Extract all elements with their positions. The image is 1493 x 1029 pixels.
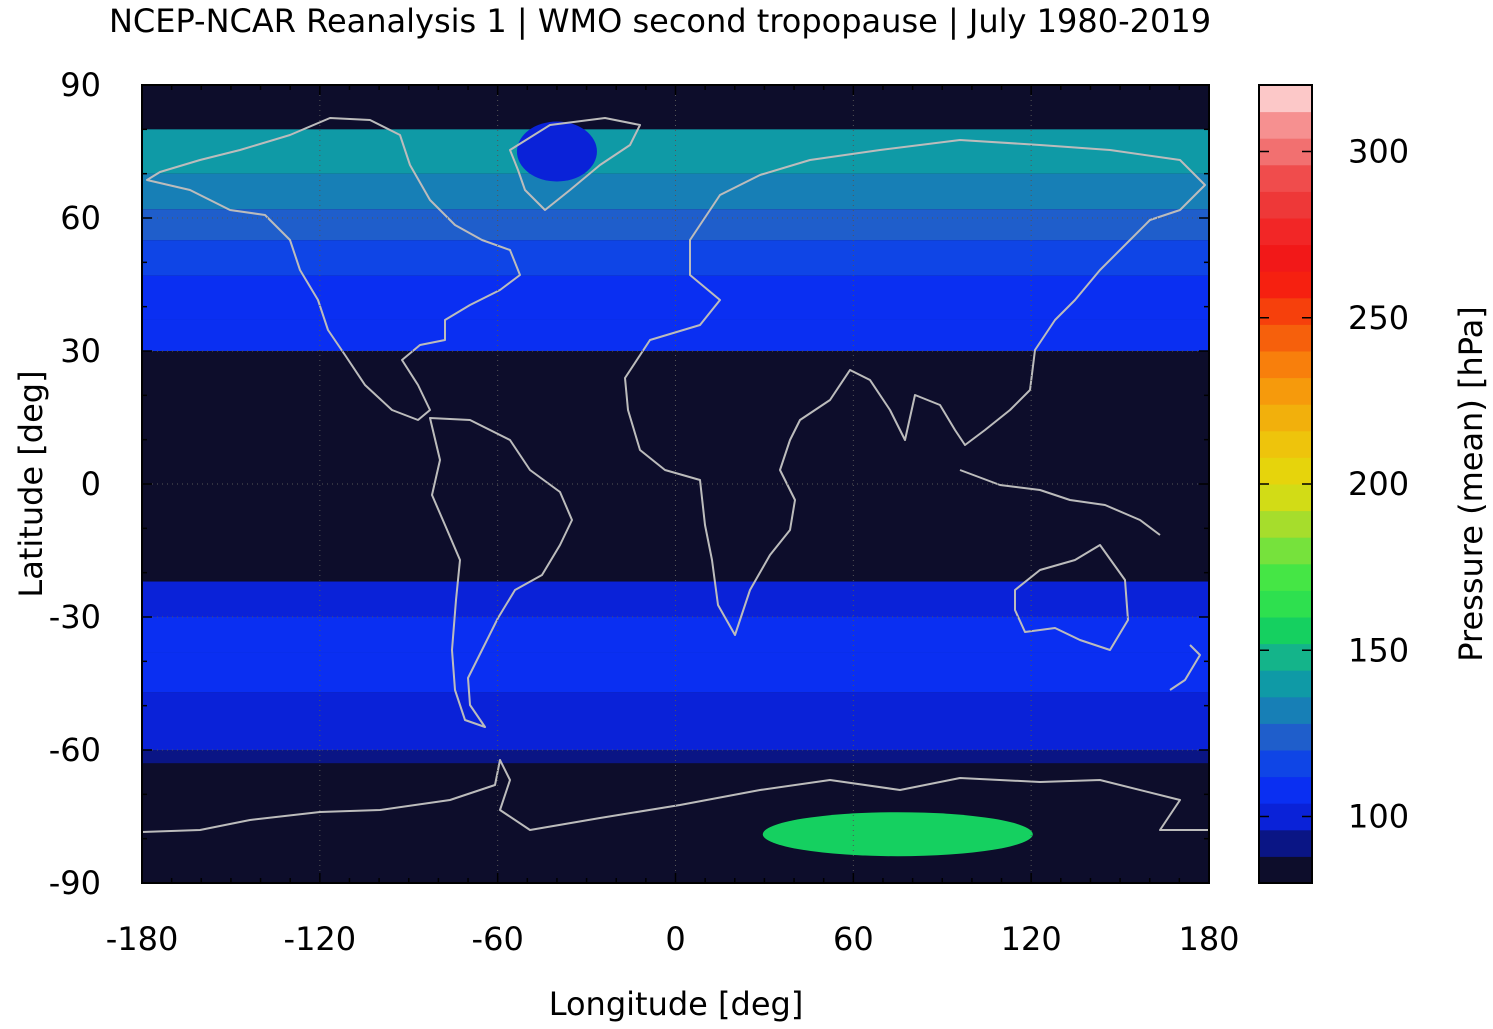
y-tick-label: 60 — [60, 199, 101, 237]
x-tick-label: -60 — [472, 920, 524, 958]
coastlines — [141, 117, 1209, 833]
colorbar-swatch — [1259, 537, 1312, 565]
y-tick-labels: 90 60 30 0 -30 -60 -90 — [49, 66, 101, 902]
colorbar-swatch — [1259, 377, 1312, 405]
pressure-feature-0 — [516, 121, 597, 182]
pressure-feature-1 — [762, 812, 1033, 857]
colorbar-label: Pressure (mean) [hPa] — [1452, 306, 1490, 661]
colorbar-swatch — [1259, 244, 1312, 272]
pressure-band-1 — [142, 129, 1209, 174]
x-tick-label: -120 — [284, 920, 357, 958]
x-tick-label: 120 — [1001, 920, 1062, 958]
colorbar-swatch — [1259, 723, 1312, 751]
colorbar-swatch — [1259, 750, 1312, 778]
colorbar-swatch — [1259, 776, 1312, 804]
colorbar-swatch — [1259, 617, 1312, 645]
colorbar-swatch — [1259, 829, 1312, 857]
colorbar-tick-label: 150 — [1348, 631, 1409, 669]
pressure-band-10 — [142, 652, 1209, 693]
y-axis-label: Latitude [deg] — [12, 370, 50, 597]
pressure-band-12 — [142, 750, 1209, 764]
y-tick-label: -30 — [49, 598, 101, 636]
coast-australia — [1014, 544, 1129, 651]
colorbar-tick-label: 200 — [1348, 465, 1409, 503]
colorbar-swatch — [1259, 563, 1312, 591]
coast-africa-europe-asia — [624, 139, 1206, 636]
coast-new-zealand — [1169, 644, 1201, 691]
y-tick-label: 0 — [81, 465, 101, 503]
x-tick-labels: -180 -120 -60 0 60 120 180 — [106, 920, 1240, 958]
y-tick-label: 30 — [60, 332, 101, 370]
pressure-band-4 — [142, 240, 1209, 276]
pressure-band-8 — [142, 581, 1209, 617]
coast-antarctica — [141, 759, 1209, 833]
colorbar: 100 150 200 250 300 Pressure (mean) [hPa] — [1258, 84, 1490, 884]
colorbar-swatch — [1259, 510, 1312, 538]
colorbar-swatch — [1259, 696, 1312, 724]
coast-indonesia — [959, 469, 1161, 536]
pressure-band-11 — [142, 692, 1209, 750]
colorbar-swatch — [1259, 670, 1312, 698]
colorbar-swatch — [1259, 590, 1312, 618]
x-tick-label: 0 — [665, 920, 685, 958]
x-tick-label: 60 — [833, 920, 874, 958]
x-tick-label: 180 — [1178, 920, 1239, 958]
pressure-band-5 — [142, 275, 1209, 320]
colorbar-swatches — [1259, 85, 1312, 884]
colorbar-tick-label: 300 — [1348, 133, 1409, 171]
colorbar-swatch — [1259, 643, 1312, 671]
pressure-band-3 — [142, 209, 1209, 241]
x-tick-label: -180 — [106, 920, 179, 958]
y-tick-label: 90 — [60, 66, 101, 104]
colorbar-swatch — [1259, 404, 1312, 432]
colorbar-ticks: 100 150 200 250 300 — [1259, 133, 1409, 836]
colorbar-swatch — [1259, 111, 1312, 139]
coast-north-america — [146, 117, 521, 421]
colorbar-swatch — [1259, 164, 1312, 192]
plot-frame — [141, 84, 1210, 884]
colorbar-swatch — [1259, 85, 1312, 113]
colorbar-swatch — [1259, 297, 1312, 325]
colorbar-swatch — [1259, 457, 1312, 485]
map-plot — [141, 84, 1210, 884]
colorbar-swatch — [1259, 430, 1312, 458]
y-tick-label: -60 — [49, 731, 101, 769]
colorbar-swatch — [1259, 856, 1312, 884]
colorbar-swatch — [1259, 351, 1312, 379]
colorbar-tick-label: 250 — [1348, 299, 1409, 337]
colorbar-tick-label: 100 — [1348, 798, 1409, 836]
pressure-band-7 — [142, 351, 1209, 582]
x-axis-label: Longitude [deg] — [549, 985, 804, 1023]
chart-title: NCEP-NCAR Reanalysis 1 | WMO second trop… — [109, 2, 1211, 40]
pressure-features — [516, 121, 1033, 857]
y-tick-label: -90 — [49, 864, 101, 902]
pressure-band-13 — [142, 763, 1209, 883]
coast-greenland — [509, 117, 641, 211]
colorbar-swatch — [1259, 324, 1312, 352]
pressure-band-2 — [142, 173, 1209, 210]
colorbar-swatch — [1259, 218, 1312, 246]
pressure-band-9 — [142, 617, 1209, 653]
colorbar-swatch — [1259, 271, 1312, 299]
coast-south-america — [429, 417, 573, 728]
gridlines — [142, 85, 1209, 883]
colorbar-swatch — [1259, 484, 1312, 512]
colorbar-swatch — [1259, 191, 1312, 219]
